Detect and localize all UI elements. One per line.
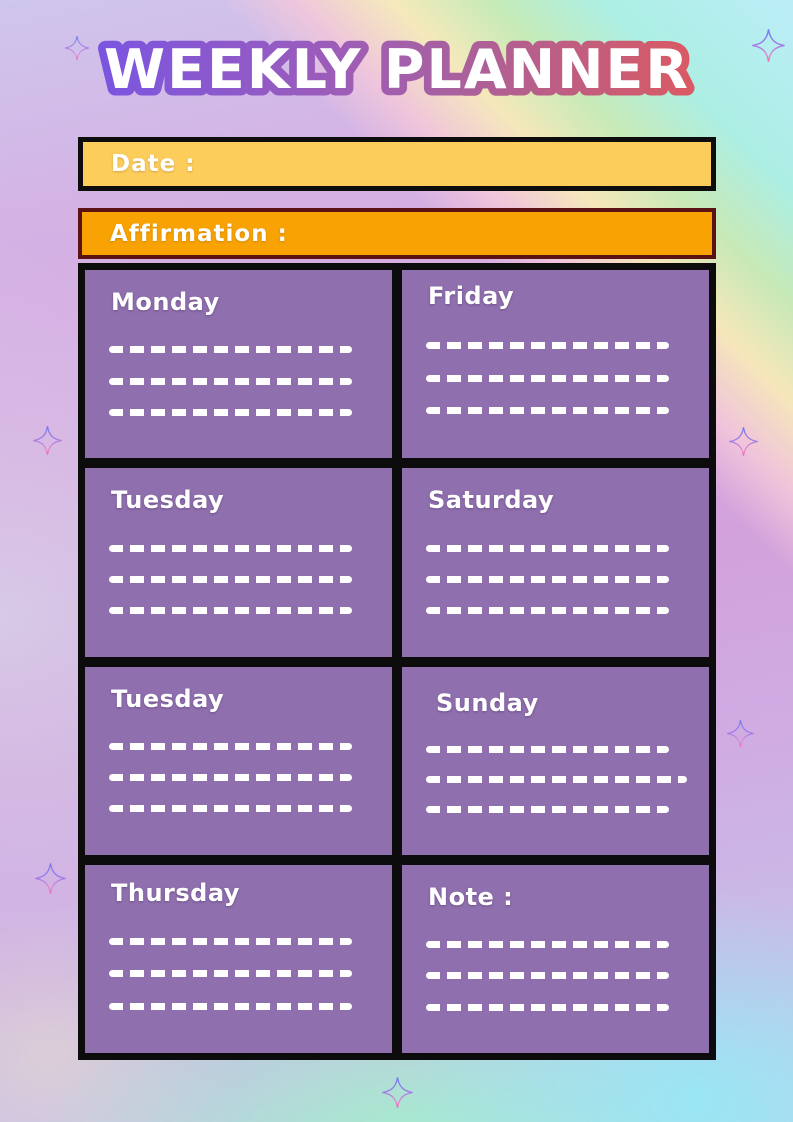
day-label: Sunday	[436, 688, 539, 717]
affirmation-label: Affirmation :	[110, 220, 288, 247]
write-in-line[interactable]	[426, 607, 669, 615]
write-in-lines[interactable]	[426, 520, 687, 638]
write-in-line[interactable]	[426, 374, 669, 382]
write-in-line[interactable]	[109, 607, 352, 615]
write-in-line[interactable]	[109, 346, 352, 354]
affirmation-bar[interactable]: Affirmation :	[78, 208, 716, 259]
day-label: Tuesday	[111, 684, 225, 713]
planner-grid: Monday Friday Tuesday Satu	[78, 263, 716, 1060]
write-in-line[interactable]	[426, 407, 669, 415]
write-in-line[interactable]	[109, 377, 352, 385]
date-label: Date :	[111, 151, 196, 177]
write-in-lines[interactable]	[109, 913, 370, 1035]
write-in-line[interactable]	[109, 970, 352, 978]
write-in-lines[interactable]	[426, 917, 687, 1035]
write-in-line[interactable]	[426, 941, 669, 949]
write-in-lines[interactable]	[109, 719, 370, 837]
write-in-lines[interactable]	[109, 520, 370, 638]
write-in-line[interactable]	[109, 408, 352, 416]
write-in-line[interactable]	[426, 575, 669, 583]
write-in-line[interactable]	[426, 745, 669, 753]
write-in-line[interactable]	[109, 544, 352, 552]
day-label: Saturday	[428, 486, 555, 515]
day-box-tuesday-2: Tuesday	[85, 666, 392, 855]
write-in-line[interactable]	[426, 544, 669, 552]
write-in-line[interactable]	[109, 938, 352, 946]
write-in-line[interactable]	[109, 774, 352, 782]
sparkle-icon	[729, 427, 758, 456]
sparkle-icon	[727, 720, 754, 747]
write-in-line[interactable]	[109, 742, 352, 750]
sparkle-icon	[35, 863, 66, 894]
day-box-sunday: Sunday	[402, 666, 709, 855]
day-box-thursday: Thursday	[85, 864, 392, 1053]
write-in-lines[interactable]	[426, 723, 687, 837]
sparkle-icon	[33, 426, 62, 455]
day-box-saturday: Saturday	[402, 468, 709, 657]
note-box: Note :	[402, 864, 709, 1053]
write-in-lines[interactable]	[426, 316, 687, 440]
write-in-line[interactable]	[109, 805, 352, 813]
sparkle-icon	[382, 1077, 413, 1108]
write-in-line[interactable]	[426, 1003, 669, 1011]
day-box-friday: Friday	[402, 270, 709, 459]
sparkle-icon	[752, 29, 785, 62]
day-label: Tuesday	[111, 486, 225, 515]
write-in-line[interactable]	[426, 341, 669, 349]
day-label: Monday	[111, 288, 220, 316]
day-label: Thursday	[111, 878, 240, 907]
page-title-art: WEEKLY PLANNER	[97, 31, 696, 109]
write-in-line[interactable]	[109, 1002, 352, 1010]
page-title: WEEKLY PLANNER	[104, 38, 690, 101]
sparkle-icon	[64, 35, 90, 61]
write-in-line[interactable]	[426, 806, 669, 814]
write-in-line[interactable]	[426, 776, 687, 784]
write-in-line[interactable]	[109, 575, 352, 583]
day-box-monday: Monday	[85, 270, 392, 459]
day-box-tuesday: Tuesday	[85, 468, 392, 657]
write-in-lines[interactable]	[109, 322, 370, 440]
day-label: Friday	[428, 282, 515, 310]
write-in-line[interactable]	[426, 972, 669, 980]
date-bar[interactable]: Date :	[78, 137, 716, 191]
note-label: Note :	[428, 882, 514, 911]
